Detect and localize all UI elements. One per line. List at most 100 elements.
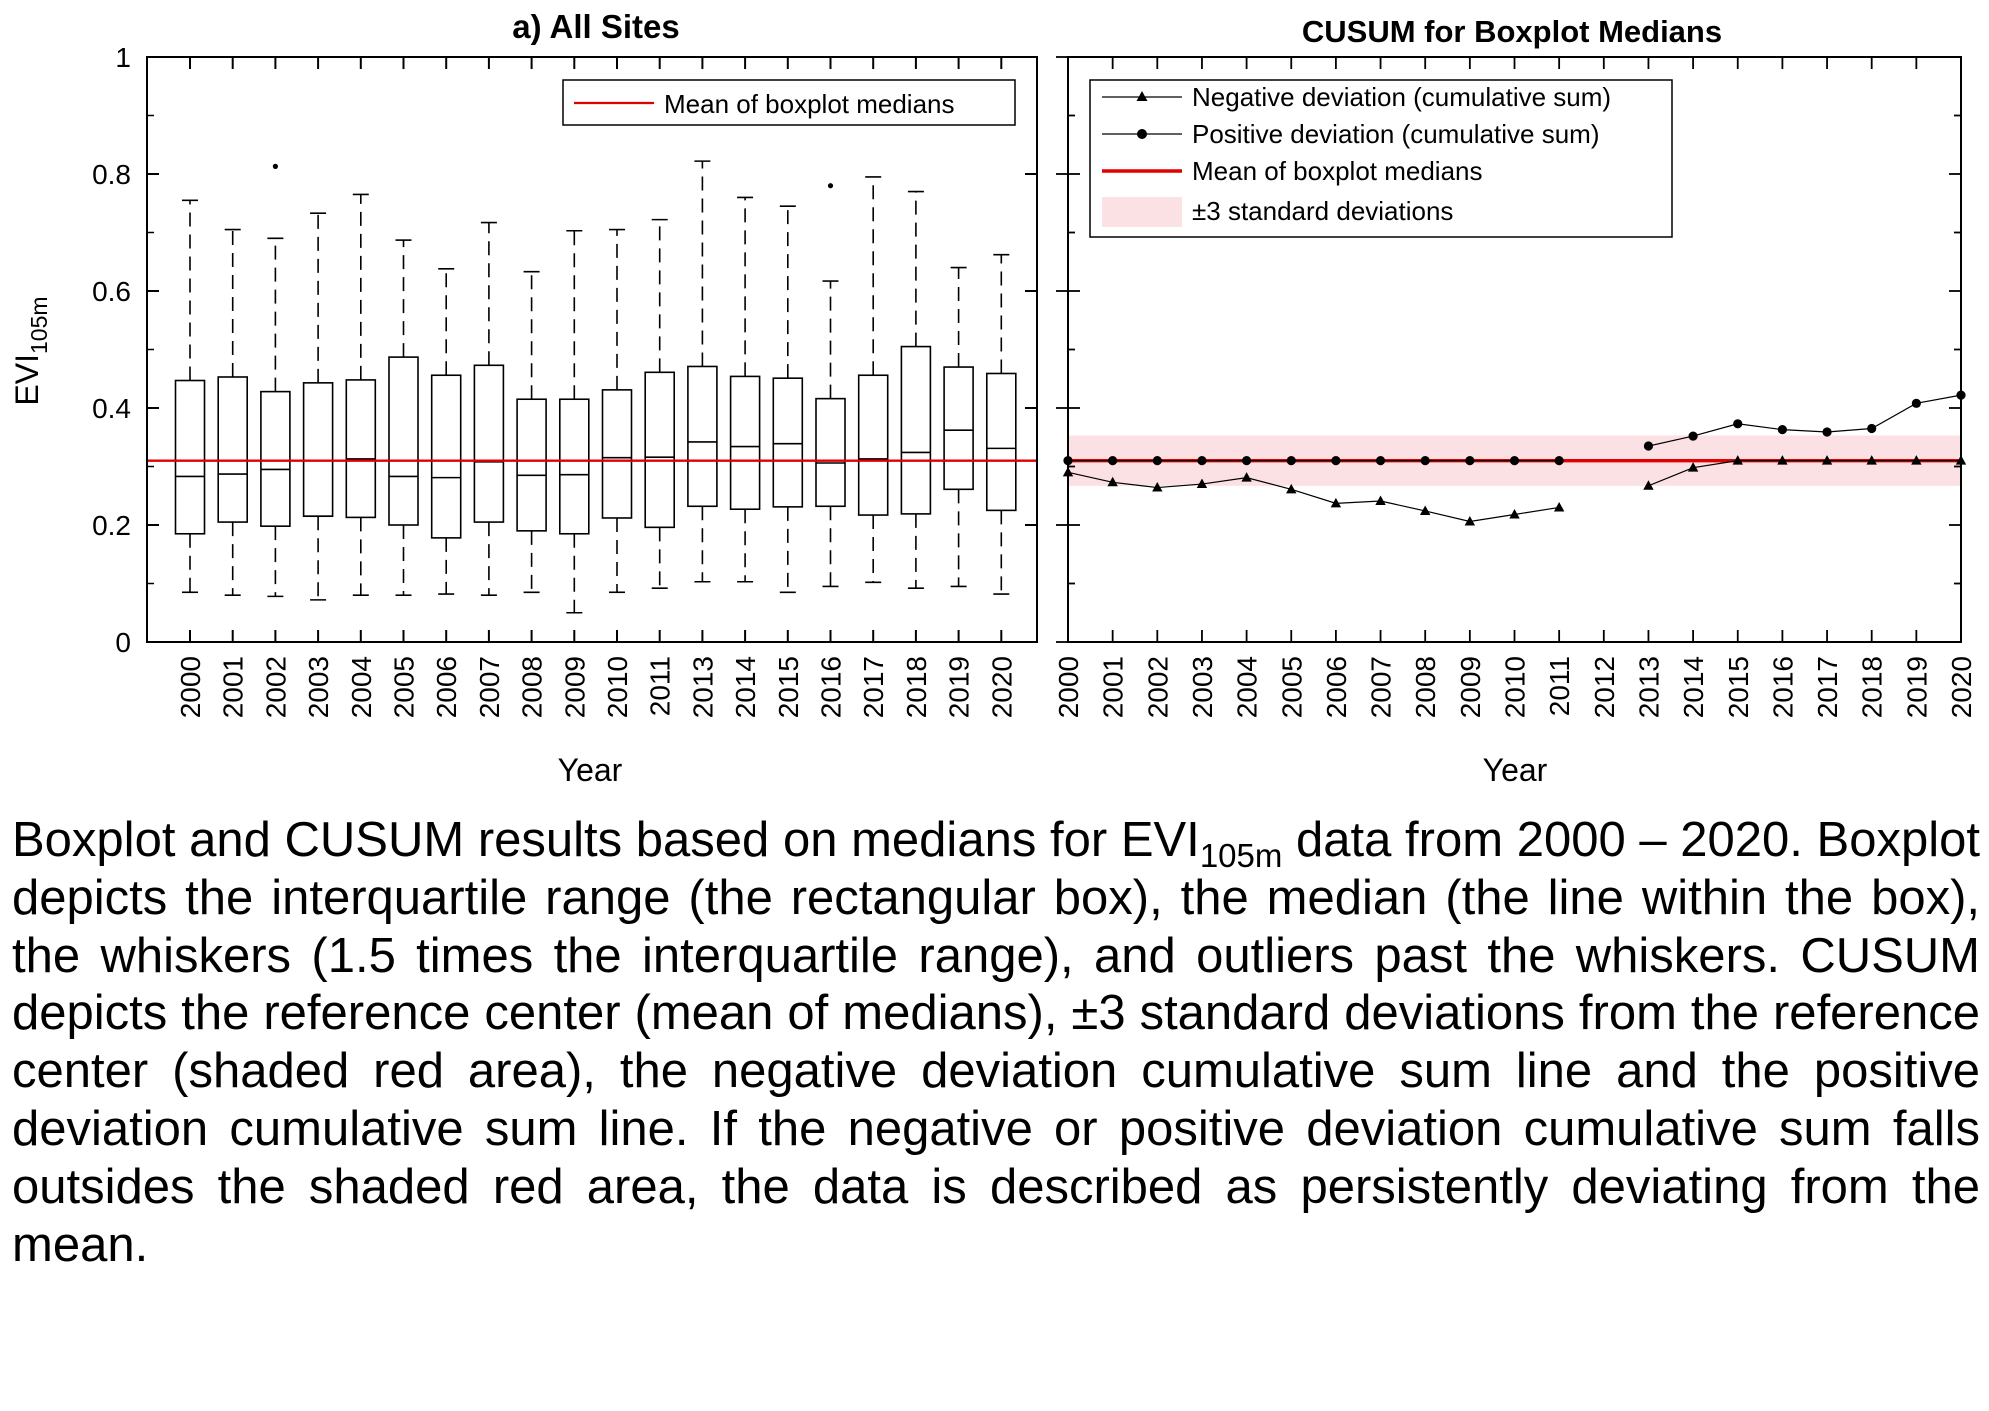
- box-2011: [644, 218, 676, 589]
- left-x-axis-label: Year: [558, 752, 623, 788]
- box-2007: [473, 221, 505, 597]
- iqr-box: [943, 366, 974, 491]
- right-legend: Negative deviation (cumulative sum) Posi…: [1089, 79, 1673, 238]
- triangle-point: [1732, 455, 1743, 465]
- x-tick-label: 2014: [1678, 656, 1709, 718]
- circle-point: [1420, 456, 1430, 466]
- triangle-point: [1330, 497, 1342, 508]
- left-y-axis: 0 0.2 0.4 0.6 0.8 1: [92, 42, 1037, 658]
- iqr-box: [302, 382, 334, 518]
- box-2020: [985, 253, 1017, 595]
- x-tick-label: 2006: [431, 656, 462, 718]
- x-tick-label: 2010: [1500, 656, 1531, 718]
- box-2015: [772, 205, 804, 594]
- box-2019: [943, 266, 974, 588]
- triangle-point: [1866, 455, 1877, 465]
- x-tick-label: 2011: [645, 656, 676, 716]
- triangle-point: [1553, 501, 1565, 512]
- iqr-box: [729, 375, 761, 511]
- y-tick-label: 0.2: [92, 510, 131, 541]
- left-y-axis-label: EVI105m: [9, 296, 52, 405]
- x-tick-label: 2009: [559, 656, 590, 718]
- box-2000: [174, 199, 206, 594]
- box-2006: [430, 267, 462, 595]
- circle-point: [1375, 456, 1386, 466]
- circle-point: [1465, 456, 1475, 466]
- box-2013: [687, 160, 718, 583]
- x-tick-label: 2013: [687, 656, 718, 718]
- circle-point: [1867, 423, 1877, 434]
- circle-point: [1242, 456, 1252, 466]
- iqr-box: [388, 356, 419, 526]
- x-tick-label: 2005: [389, 656, 420, 718]
- iqr-box: [772, 377, 804, 508]
- x-tick-label: 2004: [346, 656, 377, 718]
- y-tick-label: 0.6: [92, 276, 131, 307]
- box-2009: [558, 229, 590, 614]
- iqr-box: [857, 374, 889, 516]
- x-tick-label: 2004: [1232, 656, 1263, 718]
- triangle-point: [1509, 508, 1520, 519]
- triangle-marker-icon: [1136, 91, 1148, 101]
- box-2001: [217, 228, 248, 597]
- caption-text-rest: data from 2000 – 2020. Boxplot depicts t…: [12, 813, 1980, 1272]
- x-tick-label: 2000: [175, 656, 206, 718]
- x-tick-label: 2003: [1187, 656, 1218, 718]
- series-line: [1648, 394, 1962, 447]
- legend-label-positive: Positive deviation (cumulative sum): [1192, 119, 1600, 149]
- circle-point: [1688, 431, 1698, 441]
- box-2005: [388, 239, 419, 597]
- x-tick-label: 2008: [517, 656, 548, 718]
- triangle-point: [1107, 476, 1118, 487]
- x-tick-label: 2016: [816, 656, 847, 718]
- left-plot-frame: [146, 56, 1038, 643]
- x-tick-label: 2008: [1410, 656, 1441, 718]
- iqr-box: [430, 374, 462, 539]
- triangle-point: [1777, 455, 1788, 465]
- box-2014: [729, 196, 761, 583]
- x-tick-label: 2012: [1589, 656, 1620, 718]
- series-line: [1648, 460, 1961, 487]
- figure-caption: Boxplot and CUSUM results based on media…: [12, 812, 1980, 1275]
- circle-point: [1554, 456, 1564, 466]
- circle-point: [1509, 456, 1520, 466]
- right-chart-title: CUSUM for Boxplot Medians: [1302, 14, 1722, 49]
- x-tick-label: 2019: [1901, 656, 1932, 718]
- left-legend: Mean of boxplot medians: [562, 79, 1016, 126]
- circle-point: [1733, 419, 1743, 429]
- circle-point: [1777, 425, 1787, 435]
- triangle-point: [1241, 472, 1252, 482]
- positive-deviation-series: [1063, 390, 1966, 466]
- caption-text-start: Boxplot and CUSUM results based on media…: [12, 813, 1200, 867]
- x-tick-label: 2020: [986, 656, 1017, 718]
- circle-point: [1197, 456, 1207, 466]
- left-chart-title: a) All Sites: [512, 8, 680, 45]
- iqr-box: [473, 364, 505, 523]
- circle-point: [1331, 456, 1341, 466]
- series-line: [1067, 471, 1560, 523]
- iqr-box: [815, 397, 846, 508]
- right-y-axis: [1056, 56, 1961, 643]
- right-legend-box: [1089, 79, 1673, 238]
- triangle-point: [1643, 480, 1654, 490]
- x-tick-label: 2000: [1053, 656, 1084, 718]
- box-2003: [302, 212, 334, 601]
- triangle-point: [1375, 495, 1386, 506]
- legend-label-negative: Negative deviation (cumulative sum): [1192, 82, 1611, 112]
- triangle-point: [1152, 482, 1163, 492]
- x-tick-label: 2017: [1812, 656, 1843, 718]
- caption-subscript: 105m: [1199, 836, 1283, 874]
- circle-marker-icon: [1137, 129, 1147, 139]
- x-tick-label: 2005: [1276, 656, 1307, 718]
- x-tick-label: 2007: [474, 656, 505, 718]
- boxplot-panel: a) All Sites 0 0.2 0.4 0.6 0.8 1 2000 2001 2002…: [9, 8, 1038, 788]
- boxplot-series: [174, 160, 1017, 614]
- box-2017: [857, 176, 889, 584]
- box-2008: [516, 270, 547, 594]
- x-tick-label: 2009: [1455, 656, 1486, 718]
- y-tick-label: 0: [115, 627, 131, 658]
- right-x-axis-label: Year: [1483, 752, 1548, 788]
- legend-label-band: ±3 standard deviations: [1192, 196, 1453, 226]
- box-2004: [345, 193, 377, 597]
- x-tick-label: 2011: [1544, 656, 1575, 716]
